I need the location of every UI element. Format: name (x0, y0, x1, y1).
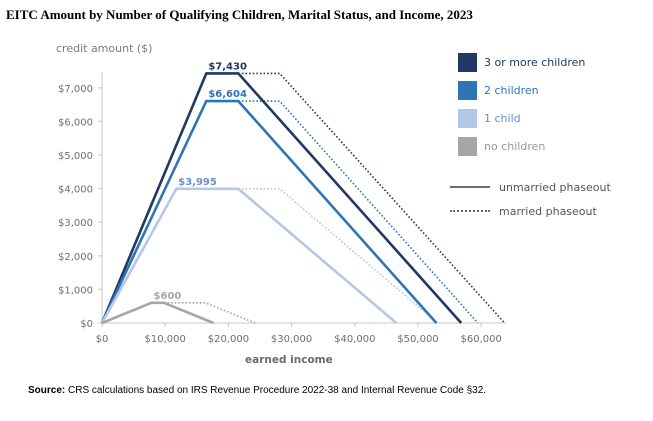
legend-item-no-children: no children (458, 137, 585, 156)
legend-item-1-child: 1 child (458, 109, 585, 128)
y-tick-label: $1,000 (58, 285, 93, 296)
x-tick-label: $20,000 (208, 334, 249, 345)
max-credit-label: $7,430 (208, 61, 247, 72)
y-tick-label: $3,000 (58, 218, 93, 229)
unmarried-line-no-children (101, 301, 214, 325)
unmarried-line-3-or-more-children (100, 72, 463, 324)
y-tick-label: $4,000 (58, 185, 93, 196)
x-tick-label: $50,000 (397, 334, 438, 345)
source-note: Source: CRS calculations based on IRS Re… (28, 385, 486, 396)
x-tick-label: $0 (96, 334, 109, 345)
y-tick-label: $0 (80, 319, 93, 330)
married-line-1-child (238, 188, 439, 324)
y-tick-label: $2,000 (58, 252, 93, 263)
legend-swatch (458, 53, 477, 72)
unmarried-line-1-child (100, 187, 398, 324)
y-tick-label: $7,000 (58, 84, 93, 95)
legend-label: 2 children (484, 84, 539, 97)
y-axis-label: credit amount ($) (56, 42, 153, 55)
max-credit-label: $6,604 (208, 89, 247, 100)
legend-label: no children (484, 140, 546, 153)
solid-line-sample (450, 186, 490, 188)
source-text: CRS calculations based on IRS Revenue Pr… (65, 385, 487, 396)
series-legend: 3 or more children 2 children 1 child no… (458, 53, 585, 165)
chart-title: EITC Amount by Number of Qualifying Chil… (6, 7, 473, 22)
x-tick-label: $60,000 (461, 334, 502, 345)
source-label: Source: (28, 385, 66, 396)
legend-label: married phaseout (499, 204, 597, 218)
legend-item-unmarried-phaseout: unmarried phaseout (450, 179, 611, 195)
legend-label: 1 child (484, 112, 521, 125)
unmarried-line-2-children (100, 99, 438, 324)
legend-swatch (458, 137, 477, 156)
x-axis-label: earned income (245, 354, 333, 366)
y-tick-label: $5,000 (58, 151, 93, 162)
x-tick-label: $10,000 (145, 334, 186, 345)
max-credit-label: $3,995 (178, 177, 217, 188)
line-style-legend: unmarried phaseout married phaseout (450, 179, 611, 227)
legend-item-married-phaseout: married phaseout (450, 203, 611, 219)
legend-swatch (458, 81, 477, 100)
x-tick-label: $40,000 (334, 334, 375, 345)
legend-item-2-children: 2 children (458, 81, 585, 100)
legend-label: 3 or more children (484, 56, 586, 69)
legend-label: unmarried phaseout (499, 180, 611, 194)
legend-item-3-or-more-children: 3 or more children (458, 53, 585, 72)
dotted-line-sample (450, 210, 490, 212)
x-tick-label: $30,000 (271, 334, 312, 345)
y-tick-label: $6,000 (58, 117, 93, 128)
legend-swatch (458, 109, 477, 128)
max-credit-label: $600 (154, 291, 182, 302)
